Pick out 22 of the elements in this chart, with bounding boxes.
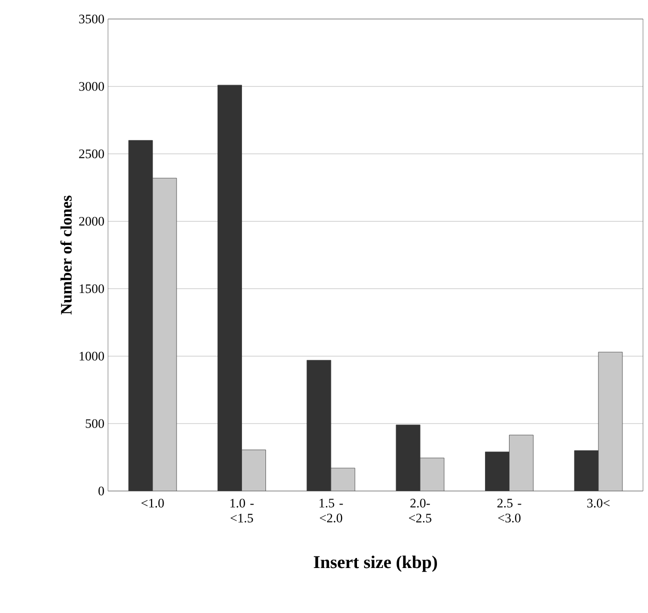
bar bbox=[420, 458, 444, 491]
y-tick-label: 3500 bbox=[79, 14, 104, 24]
x-tick-label: 1.0 - <1.5 bbox=[230, 498, 254, 523]
y-axis-title: Number of clones bbox=[60, 196, 72, 314]
bar bbox=[152, 178, 177, 491]
bar bbox=[509, 434, 534, 491]
y-tick-label: 2500 bbox=[79, 149, 104, 158]
x-tick-label: 2.5 - <3.0 bbox=[497, 498, 522, 522]
y-tick-label: 2000 bbox=[79, 216, 104, 226]
x-axis-title: Insert size (kbp) bbox=[314, 556, 437, 572]
x-tick-label: <1.0 bbox=[141, 498, 164, 508]
x-tick-label: 1.5 - <2.0 bbox=[320, 498, 343, 522]
x-tick-label: 2.0- <2.5 bbox=[408, 498, 432, 523]
bar bbox=[242, 450, 266, 491]
y-tick-label: 500 bbox=[86, 419, 104, 428]
x-tick-label: 3.0< bbox=[587, 498, 610, 508]
y-tick-label: 1000 bbox=[80, 352, 104, 361]
bar bbox=[330, 468, 356, 491]
bar bbox=[598, 352, 623, 491]
y-tick-label: 0 bbox=[98, 486, 104, 496]
y-tick-label: 3000 bbox=[79, 82, 104, 91]
y-tick-label: 1500 bbox=[80, 284, 104, 294]
